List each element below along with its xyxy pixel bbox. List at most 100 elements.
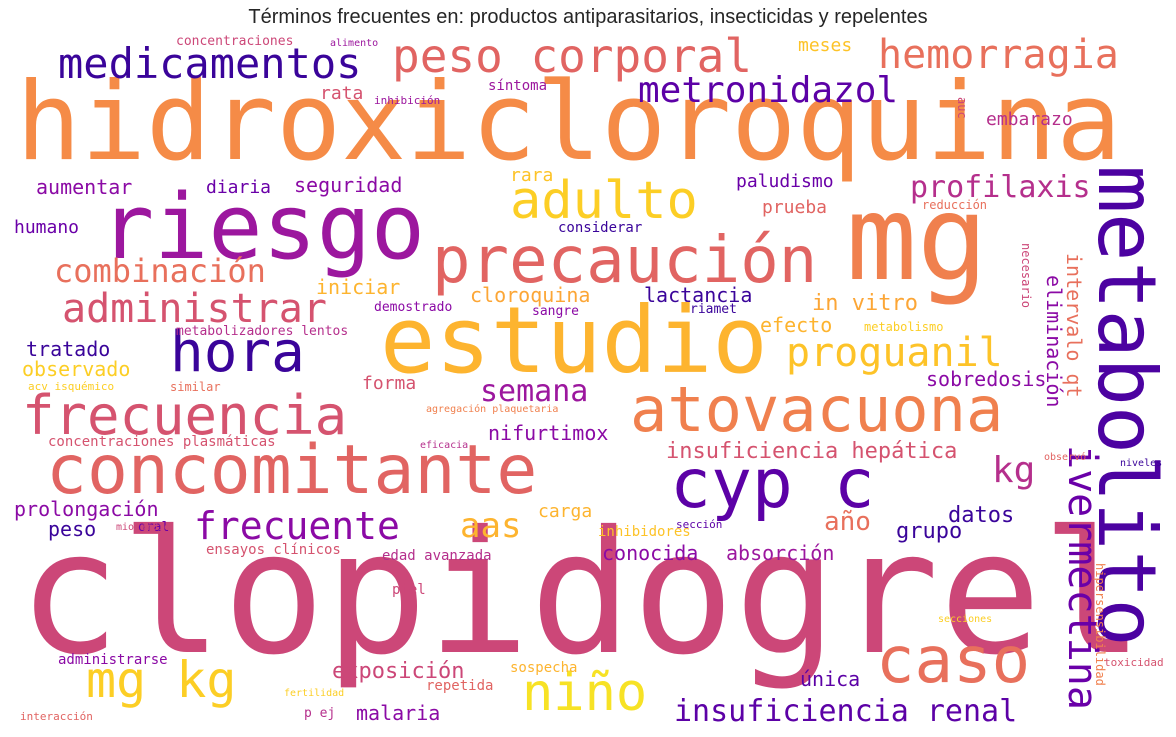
- word-intervalo-qt: intervalo qt: [1062, 253, 1086, 398]
- word-repetida: repetida: [426, 678, 494, 694]
- word-semana: semana: [480, 374, 589, 409]
- word-eficacia: eficacia: [420, 440, 469, 451]
- chart-title: Términos frecuentes en: productos antipa…: [248, 6, 928, 28]
- word-reduccion: reducción: [922, 198, 988, 212]
- word-inhibidores: inhibidores: [598, 524, 691, 540]
- word-kg: kg: [992, 450, 1036, 491]
- word-peso-corporal: peso corporal: [392, 29, 753, 83]
- word-conocida: conocida: [602, 541, 699, 565]
- word-administrar: administrar: [62, 286, 327, 332]
- word-precaucion: precaución: [432, 224, 818, 298]
- word-acv-isquemico: acv isquémico: [28, 380, 115, 393]
- word-metabolizadores-lentos: metabolizadores lentos: [176, 324, 349, 339]
- word-diaria: diaria: [206, 177, 272, 198]
- word-interaccion: interacción: [20, 710, 93, 723]
- word-nino: niño: [522, 663, 648, 723]
- word-hemorragia: hemorragia: [878, 32, 1119, 78]
- word-mg-kg: mg kg: [86, 651, 237, 709]
- word-concentraciones: concentraciones: [176, 34, 294, 49]
- word-necesario: necesario: [1019, 243, 1033, 309]
- word-edad-avanzada: edad avanzada: [382, 548, 492, 564]
- word-metabolismo: metabolismo: [864, 320, 944, 334]
- word-secciones: secciones: [938, 614, 993, 625]
- word-observo: observó: [1044, 452, 1087, 463]
- word-metronidazol: metronidazol: [638, 70, 899, 111]
- word-demostrado: demostrado: [374, 300, 453, 315]
- word-sintoma: síntoma: [488, 78, 548, 94]
- word-alimento: alimento: [330, 38, 379, 49]
- word-clopidogrel: clopidogrel: [18, 495, 1144, 693]
- word-nifurtimox: nifurtimox: [488, 421, 609, 445]
- word-similar: similar: [170, 380, 221, 394]
- word-insuficiencia-hepatica: insuficiencia hepática: [666, 439, 958, 464]
- word-seguridad: seguridad: [294, 173, 403, 197]
- word-proguanil: proguanil: [786, 330, 1003, 376]
- word-seccion: sección: [676, 518, 723, 531]
- word-estudio: estudio: [380, 287, 768, 394]
- word-mg: mg: [846, 169, 989, 307]
- word-lactancia: lactancia: [644, 283, 753, 307]
- word-auc: auc: [955, 97, 969, 119]
- word-paludismo: paludismo: [736, 171, 834, 192]
- word-sobredosis: sobredosis: [926, 367, 1047, 391]
- word-agregacion-plaquetaria: agregación plaquetaria: [426, 404, 559, 415]
- word-grupo: grupo: [896, 519, 963, 544]
- word-observado: observado: [22, 357, 131, 381]
- word-cloud: hidroxicloroquina clopidogrel mg riesgo …: [14, 29, 1173, 731]
- word-datos: datos: [948, 503, 1015, 528]
- word-adulto: adulto: [510, 171, 698, 231]
- word-miocardio: miocardio: [116, 522, 171, 533]
- word-administrarse: administrarse: [58, 652, 168, 668]
- word-rara: rara: [510, 165, 554, 186]
- word-cyp-c: cyp c: [670, 445, 875, 524]
- word-meses: meses: [798, 35, 853, 56]
- word-profilaxis: profilaxis: [910, 170, 1091, 205]
- word-medicamentos: medicamentos: [58, 39, 362, 88]
- word-ensayos-clinicos: ensayos clínicos: [206, 542, 341, 558]
- word-malaria: malaria: [356, 701, 441, 725]
- word-combinacion: combinación: [54, 252, 266, 290]
- word-sangre: sangre: [532, 304, 579, 319]
- word-eliminacion: eliminación: [1042, 275, 1066, 408]
- word-frecuencia: frecuencia: [22, 384, 348, 447]
- word-prueba: prueba: [762, 197, 828, 218]
- word-peso: peso: [48, 517, 97, 541]
- word-concentraciones-plasmaticas: concentraciones plasmáticas: [48, 434, 276, 450]
- word-forma: forma: [362, 373, 417, 394]
- word-metabolito: metabolito: [1080, 165, 1173, 647]
- word-iniciar: iniciar: [316, 275, 401, 299]
- word-frecuente: frecuente: [194, 504, 400, 548]
- word-aas: aas: [460, 506, 522, 546]
- word-exposicion: exposición: [332, 659, 465, 684]
- word-efecto: efecto: [760, 313, 833, 337]
- word-p-ej: p ej: [304, 706, 336, 721]
- word-tratado: tratado: [26, 337, 111, 361]
- word-ivermectina: ivermectina: [1059, 445, 1105, 710]
- word-carga: carga: [538, 501, 593, 522]
- word-insuficiencia-renal: insuficiencia renal: [674, 694, 1018, 729]
- word-ano: año: [824, 507, 871, 537]
- word-cloroquina: cloroquina: [470, 283, 591, 307]
- word-in-vitro: in vitro: [812, 291, 918, 316]
- word-humano: humano: [14, 217, 80, 238]
- word-considerar: considerar: [558, 220, 643, 236]
- word-hora: hora: [170, 320, 305, 385]
- word-hipersensibilidad: hipersensibilidad: [1093, 563, 1107, 686]
- word-atovacuona: atovacuona: [630, 373, 1004, 446]
- word-concomitante: concomitante: [46, 431, 538, 510]
- word-oral: oral: [138, 520, 170, 535]
- word-aumentar: aumentar: [36, 175, 133, 199]
- word-rata: rata: [320, 83, 364, 104]
- word-sospecha: sospecha: [510, 660, 578, 676]
- word-inhibicion: inhibición: [374, 94, 441, 107]
- word-toxicidad: toxicidad: [1104, 656, 1164, 669]
- word-piel: piel: [392, 582, 426, 598]
- word-absorcion: absorción: [726, 541, 835, 565]
- word-fertilidad: fertilidad: [284, 688, 345, 699]
- word-hidroxicloroquina: hidroxicloroquina: [16, 60, 1122, 185]
- word-riesgo: riesgo: [100, 175, 426, 280]
- word-caso: caso: [876, 624, 1031, 698]
- word-prolongacion: prolongación: [14, 497, 159, 521]
- word-riamet: riamet: [690, 302, 737, 317]
- word-embarazo: embarazo: [986, 109, 1073, 130]
